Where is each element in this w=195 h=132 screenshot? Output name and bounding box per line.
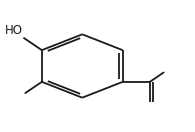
Text: HO: HO [5,24,23,37]
